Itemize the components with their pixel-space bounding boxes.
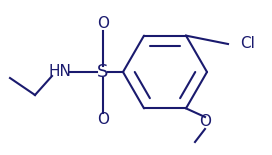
Text: O: O [199,115,211,129]
Text: HN: HN [49,64,72,80]
Text: O: O [97,113,109,128]
Text: S: S [97,63,109,81]
Text: O: O [97,16,109,31]
Text: Cl: Cl [240,36,255,51]
